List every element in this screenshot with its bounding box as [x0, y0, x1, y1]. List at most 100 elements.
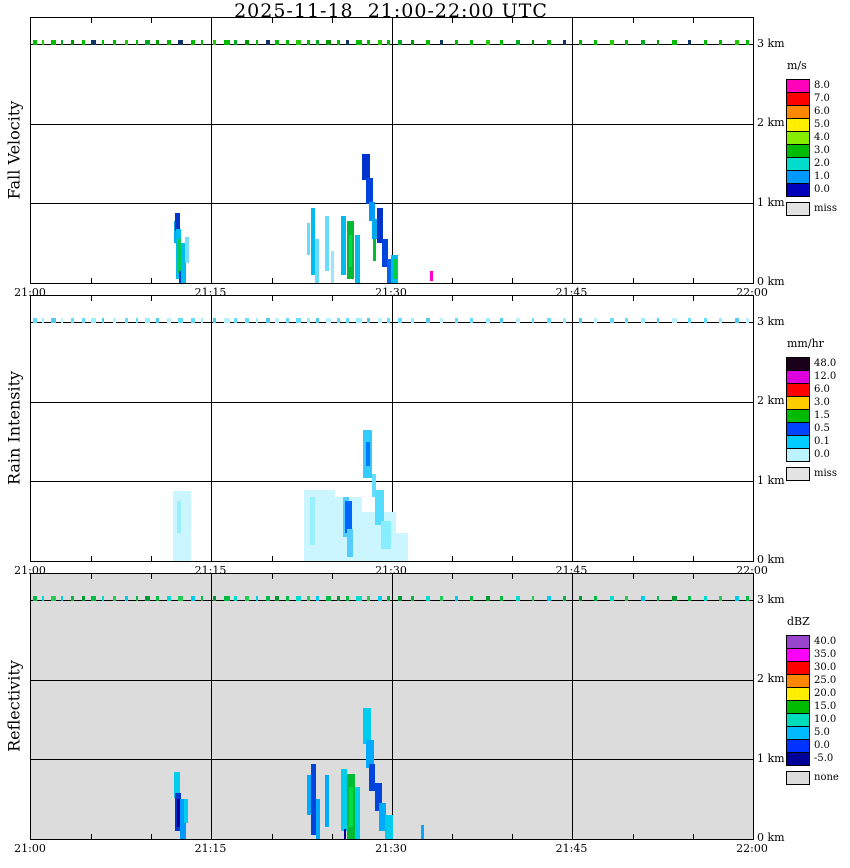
speckle-cell	[719, 596, 722, 601]
data-cell	[386, 259, 394, 283]
speckle-cell	[61, 40, 64, 45]
data-cell	[181, 243, 187, 283]
speckle-cell	[625, 40, 629, 45]
height-axis-label: 2 km	[757, 116, 785, 130]
time-axis-label: 21:30	[375, 842, 407, 855]
speckle-cell	[594, 318, 597, 323]
colorbar-cell	[786, 687, 810, 701]
colorbar-cell	[786, 674, 810, 688]
data-cell	[354, 787, 361, 839]
x-minor-tick-top	[331, 574, 333, 579]
speckle-cell	[366, 40, 371, 45]
speckle-cell	[124, 318, 128, 323]
data-cell	[381, 521, 391, 550]
colorbar-value-label: 0.5	[814, 423, 830, 434]
data-cell	[306, 223, 311, 256]
data-cell	[310, 497, 315, 546]
data-cell	[369, 202, 376, 222]
speckle-cell	[688, 596, 692, 601]
speckle-cell	[101, 596, 105, 601]
speckle-cell	[61, 596, 64, 601]
data-cell	[349, 787, 353, 828]
speckle-cell	[346, 596, 350, 601]
data-cell	[343, 829, 347, 839]
speckle-cell	[500, 40, 504, 45]
speckle-cell	[562, 318, 566, 323]
colorbar-value-label: 6.0	[814, 106, 830, 117]
colorbar-cell	[786, 396, 810, 410]
speckle-cell	[166, 40, 171, 45]
x-minor-tick-top	[452, 296, 454, 301]
x-minor-tick-top	[331, 18, 333, 23]
colorbar-value-label: 30.0	[814, 662, 837, 673]
x-minor-tick-top	[692, 574, 694, 579]
data-cell	[373, 239, 377, 261]
x-minor-tick-bottom	[512, 834, 514, 839]
speckle-cell	[256, 318, 259, 323]
time-axis-label: 21:45	[555, 842, 588, 855]
speckle-cell	[719, 318, 722, 323]
speckle-cell	[200, 318, 204, 323]
speckle-cell	[306, 40, 311, 45]
speckle-cell	[51, 40, 56, 45]
colorbar-value-label: 48.0	[814, 358, 837, 369]
speckle-cell	[177, 40, 183, 45]
colorbar-value-label: -5.0	[814, 753, 834, 764]
colorbar-cell	[786, 370, 810, 384]
x-minor-tick-top	[632, 574, 634, 579]
x-minor-tick-bottom	[512, 556, 514, 561]
speckle-cell	[454, 318, 459, 323]
gridline-vertical	[572, 296, 573, 561]
colorbar-missing-cell	[786, 467, 810, 481]
speckle-cell	[470, 596, 473, 601]
colorbar-value-label: 10.0	[814, 714, 837, 725]
speckle-cell	[672, 40, 677, 45]
colorbar-value-label: 1.5	[814, 410, 830, 421]
speckle-cell	[355, 40, 362, 45]
gridline-vertical	[572, 574, 573, 839]
speckle-cell	[425, 596, 430, 601]
x-minor-tick-top	[91, 296, 93, 301]
speckle-cell	[734, 40, 740, 45]
colorbar-cell	[786, 422, 810, 436]
speckle-cell	[200, 596, 204, 601]
speckle-cell	[265, 318, 271, 323]
speckle-cell	[256, 596, 259, 601]
height-axis-label: 1 km	[757, 751, 785, 765]
speckle-cell	[440, 596, 444, 601]
data-cell	[179, 271, 182, 283]
colorbar-value-label: 0.0	[814, 449, 830, 460]
speckle-cell	[440, 40, 444, 45]
data-cell	[345, 501, 353, 534]
colorbar-cell	[786, 700, 810, 714]
colorbar-value-label: 7.0	[814, 93, 830, 104]
speckle-cell	[346, 318, 350, 323]
speckle-cell	[200, 40, 204, 45]
speckle-cell	[387, 318, 391, 323]
speckle-cell	[135, 40, 139, 45]
time-axis-label: 22:00	[736, 842, 768, 855]
x-minor-tick-top	[151, 296, 153, 301]
speckle-cell	[454, 40, 459, 45]
speckle-cell	[500, 318, 504, 323]
speckle-cell	[70, 596, 75, 601]
speckle-cell	[234, 40, 238, 45]
data-cell	[375, 489, 384, 526]
x-minor-tick-top	[271, 574, 273, 579]
speckle-cell	[286, 40, 290, 45]
colorbar-value-label: 3.0	[814, 145, 830, 156]
data-cell	[180, 799, 186, 839]
data-cell	[354, 235, 360, 283]
data-cell	[429, 271, 433, 281]
speckle-cell	[703, 40, 708, 45]
colorbar-cell	[786, 92, 810, 106]
data-cell	[378, 803, 386, 832]
x-minor-tick-top	[632, 18, 634, 23]
speckle-cell	[112, 40, 117, 45]
speckle-cell	[124, 40, 128, 45]
data-cell	[372, 219, 377, 240]
panel-reflectivity: Reflectivity 3 km 2 km 1 km 0 km 21:00 21:15 2…	[0, 573, 850, 863]
speckle-cell	[177, 318, 183, 323]
colorbar-cell	[786, 726, 810, 740]
